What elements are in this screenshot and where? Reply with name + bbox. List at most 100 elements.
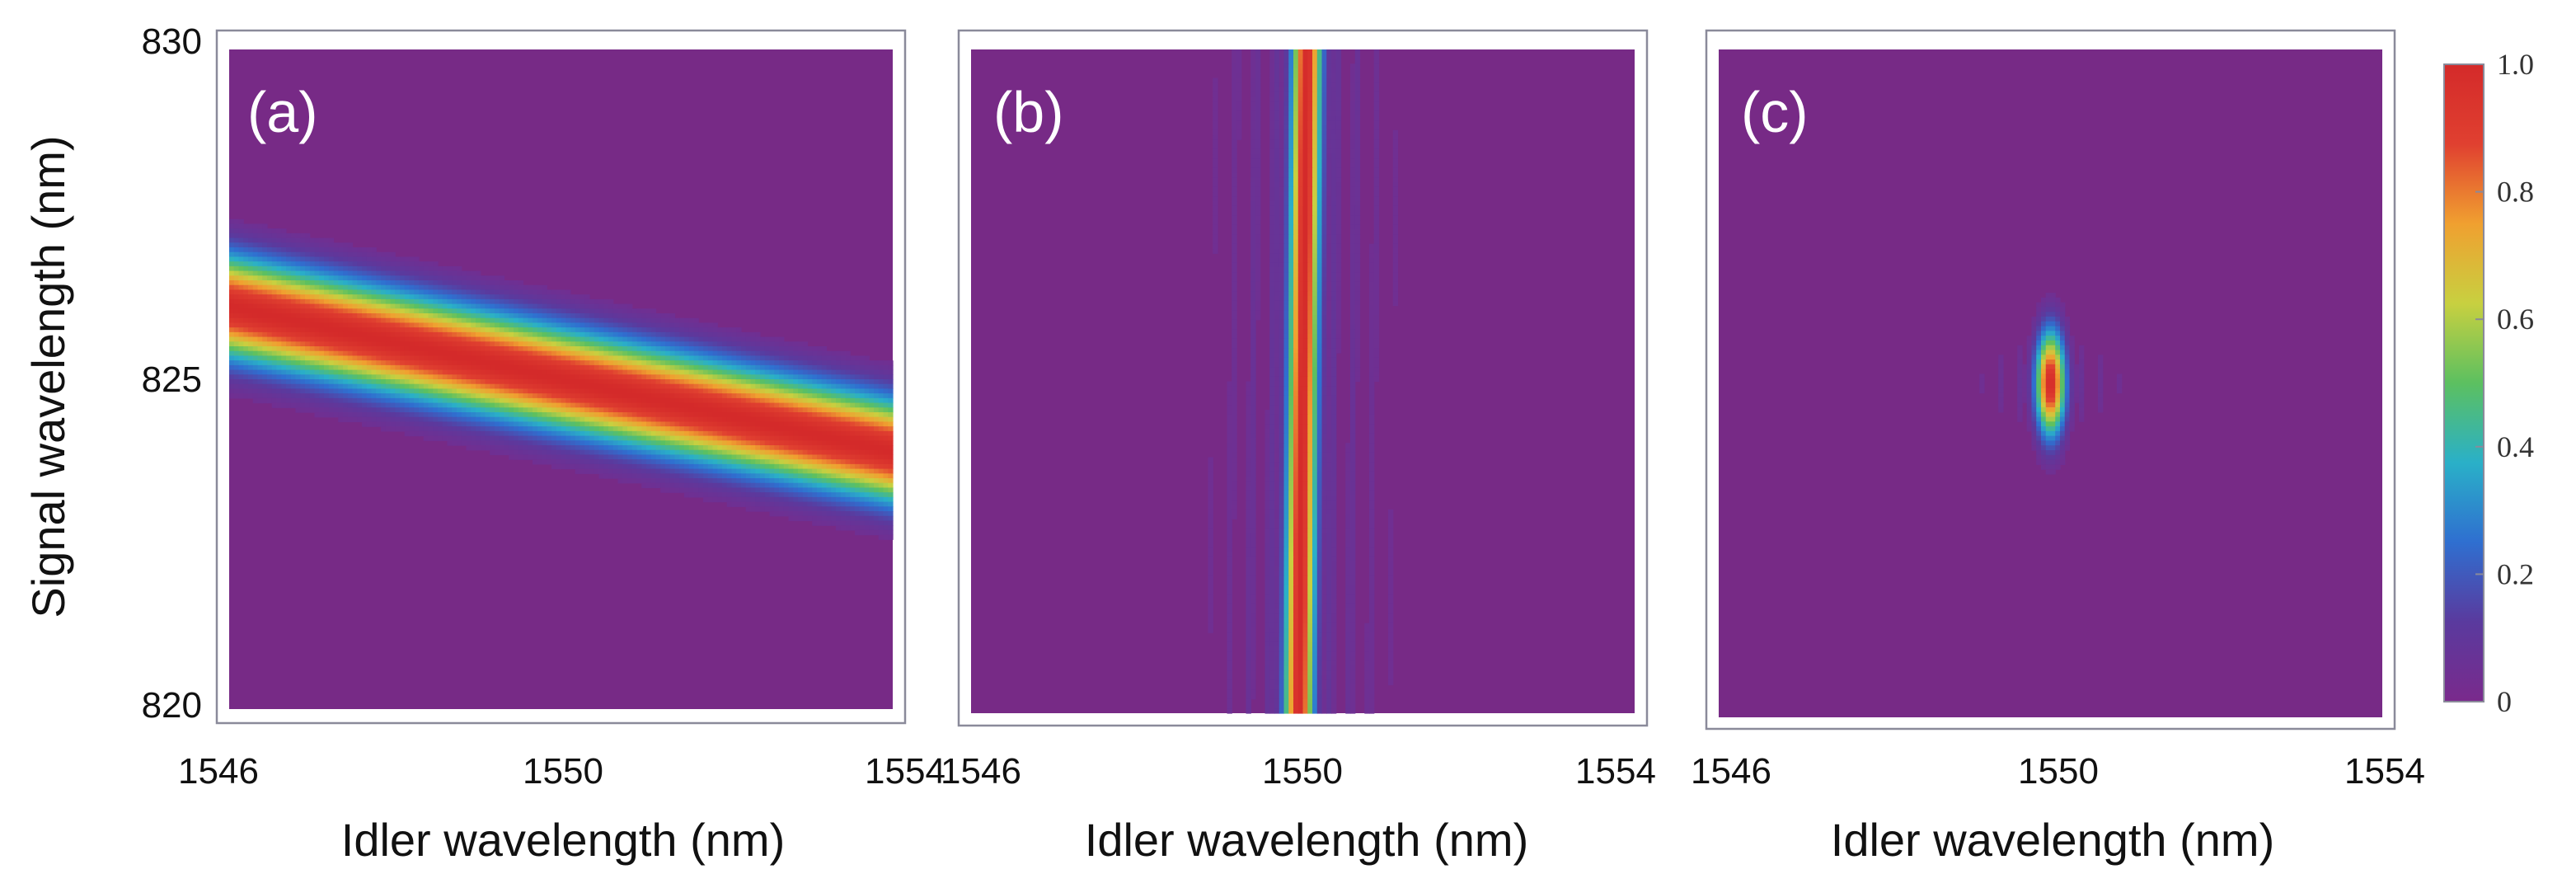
heatmap-cell <box>276 331 282 338</box>
heatmap-cell <box>646 440 652 446</box>
heatmap-cell <box>831 350 837 357</box>
heatmap-cell <box>575 322 581 328</box>
heatmap-cell <box>476 402 481 408</box>
heatmap-cell <box>741 360 747 366</box>
heatmap-cell <box>674 383 680 390</box>
heatmap-cell <box>769 336 775 342</box>
heatmap-cell <box>669 341 676 347</box>
heatmap-cell <box>669 449 676 456</box>
heatmap-cell <box>874 445 880 451</box>
heatmap-cell <box>641 435 647 441</box>
heatmap-cell <box>523 313 528 319</box>
heatmap-cell <box>712 478 718 484</box>
heatmap-cell <box>290 336 297 342</box>
heatmap-cell <box>750 412 756 418</box>
heatmap-cell <box>650 459 657 465</box>
heatmap-cell <box>537 435 543 441</box>
heatmap-cell <box>826 445 832 451</box>
heatmap-cell <box>741 482 747 489</box>
heatmap-cell <box>859 482 866 489</box>
heatmap-cell <box>736 364 742 371</box>
heatmap-cell <box>594 331 600 338</box>
heatmap-cell <box>660 468 666 474</box>
heatmap-cell <box>864 473 870 479</box>
heatmap-cell <box>627 364 633 371</box>
heatmap-cell <box>821 449 828 456</box>
heatmap-cell <box>594 360 600 366</box>
heatmap-cell <box>627 478 633 484</box>
heatmap-cell <box>328 294 335 300</box>
heatmap-cell <box>324 412 330 418</box>
heatmap-cell <box>840 459 847 465</box>
heatmap-cell <box>300 313 306 319</box>
heatmap-cell <box>504 435 509 441</box>
heatmap-cell <box>878 440 884 446</box>
heatmap-cell <box>533 426 538 432</box>
heatmap-cell <box>533 435 538 441</box>
heatmap-cell <box>598 397 604 404</box>
heatmap-cell <box>314 360 320 366</box>
heatmap-cell <box>736 336 742 342</box>
heatmap-cell <box>471 331 476 338</box>
heatmap-cell <box>419 322 425 328</box>
heatmap-cell <box>509 383 514 390</box>
heatmap-cell <box>660 322 666 328</box>
heatmap-cell <box>821 482 828 489</box>
heatmap-cell <box>495 449 500 456</box>
heatmap-cell <box>533 379 538 385</box>
heatmap-cell <box>390 331 396 338</box>
heatmap-cell <box>565 360 571 366</box>
heatmap-cell <box>257 294 263 300</box>
heatmap-cell <box>688 374 695 380</box>
heatmap-cell <box>798 426 804 432</box>
heatmap-cell <box>452 284 457 291</box>
heatmap-cell <box>466 331 472 338</box>
heatmap-cell <box>817 364 823 371</box>
heatmap-cell <box>419 270 425 276</box>
heatmap-cell <box>631 388 638 394</box>
heatmap-cell <box>286 364 292 371</box>
heatmap-cell <box>617 473 623 479</box>
heatmap-cell <box>821 379 828 385</box>
heatmap-cell <box>338 407 344 413</box>
heatmap-cell <box>523 327 528 333</box>
heatmap-cell <box>499 355 505 361</box>
heatmap-cell <box>688 473 695 479</box>
heatmap-cell <box>471 308 476 314</box>
heatmap-cell <box>622 379 628 385</box>
heatmap-cell <box>438 294 443 300</box>
heatmap-cell <box>561 350 566 357</box>
heatmap-cell <box>400 256 406 262</box>
heatmap-cell <box>565 364 571 371</box>
heatmap-cell <box>741 430 747 437</box>
heatmap-cell <box>565 426 571 432</box>
heatmap-cell <box>428 430 434 437</box>
heatmap-cell <box>419 284 425 291</box>
heatmap-cell <box>366 402 373 408</box>
heatmap-cell <box>385 426 392 432</box>
heatmap-cell <box>556 308 562 314</box>
heatmap-cell <box>281 322 287 328</box>
heatmap-cell <box>617 435 623 441</box>
heatmap-cell <box>584 445 590 451</box>
heatmap-cell <box>812 468 818 474</box>
heatmap-cell <box>238 350 244 357</box>
heatmap-cell <box>381 280 387 286</box>
heatmap-cell <box>565 350 571 357</box>
heatmap-cell <box>693 331 699 338</box>
heatmap-cell <box>267 275 273 281</box>
heatmap-cell <box>707 350 714 357</box>
heatmap-cell <box>257 341 263 347</box>
heatmap-cell <box>650 355 657 361</box>
heatmap-cell <box>281 261 287 267</box>
heatmap-cell <box>788 430 794 437</box>
heatmap-cell <box>603 402 609 408</box>
heatmap-cell <box>414 346 420 352</box>
heatmap-cell <box>717 454 723 460</box>
heatmap-cell <box>523 374 528 380</box>
heatmap-cell <box>726 435 733 441</box>
heatmap-cell <box>731 388 737 394</box>
heatmap-cell <box>238 280 244 286</box>
heatmap-cell <box>461 346 467 352</box>
heatmap-cell <box>319 360 325 366</box>
